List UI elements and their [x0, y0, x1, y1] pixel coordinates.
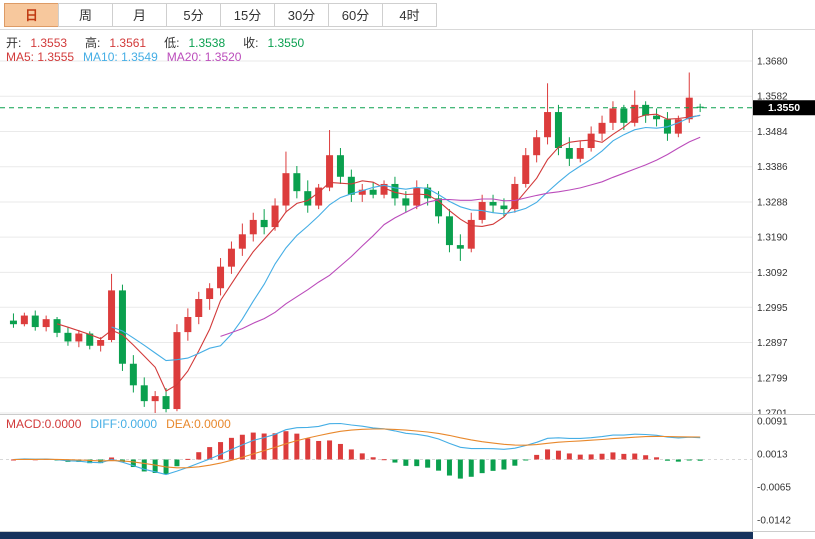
dea-line — [13, 428, 701, 469]
tab-5min[interactable]: 5分 — [166, 2, 221, 27]
tab-day[interactable]: 日 — [4, 2, 59, 27]
ohlc-item: 开: 1.3553 — [6, 36, 68, 50]
ohlc-item: 高: 1.3561 — [85, 36, 147, 50]
tab-60min[interactable]: 60分 — [328, 2, 383, 27]
ohlc-legend: 开: 1.3553 高: 1.3561 低: 1.3538 收: 1.3550 — [6, 34, 322, 51]
last-price-tag — [753, 100, 815, 116]
ma-item: MA10: 1.3549 — [83, 50, 158, 64]
macd-axis-label: -0.0142 — [757, 516, 791, 527]
ma-item: MA5: 1.3555 — [6, 50, 75, 64]
timeframe-toolbar: 日周月 5分 15分 30分 60分 4时 — [0, 0, 815, 30]
tab-15min[interactable]: 15分 — [220, 2, 275, 27]
ma5-line — [56, 113, 701, 392]
diff-line — [13, 422, 701, 476]
price-axis-label: 1.2897 — [757, 338, 788, 349]
macd-histogram — [10, 431, 703, 479]
price-axis-label: 1.3582 — [757, 92, 788, 103]
macd-item: MACD:0.0000 — [6, 417, 82, 431]
ma-legend: MA5: 1.3555 MA10: 1.3549 MA20: 1.3520 — [6, 50, 250, 64]
price-axis-label: 1.2995 — [757, 303, 788, 314]
price-axis-label: 1.3680 — [757, 57, 788, 68]
macd-chart[interactable]: 0.0091 0.0013 -0.0065 -0.0142 — [0, 414, 815, 532]
tab-month[interactable]: 月 — [112, 2, 167, 27]
price-axis-label: 1.3484 — [757, 127, 788, 138]
macd-item: DIFF:0.0000 — [90, 417, 158, 431]
last-price-tag-label: 1.3550 — [768, 102, 800, 114]
ohlc-item: 收: 1.3550 — [243, 36, 305, 50]
candles — [9, 72, 704, 413]
ma-item: MA20: 1.3520 — [166, 50, 242, 64]
ma10-line — [111, 114, 701, 362]
macd-axis-label: 0.0013 — [757, 450, 788, 461]
price-axis-label: 1.3386 — [757, 162, 788, 173]
macd-axis-label: 0.0091 — [757, 417, 788, 428]
price-gridlines: 1.3680 1.3582 1.3484 1.3386 1.3288 1.3190 1.30… — [0, 57, 788, 415]
price-axis-label: 1.2701 — [757, 409, 788, 415]
price-axis-label: 1.2799 — [757, 373, 788, 384]
price-axis-label: 1.3288 — [757, 197, 788, 208]
ohlc-item: 低: 1.3538 — [164, 36, 226, 50]
candlestick-chart[interactable]: 1.3680 1.3582 1.3484 1.3386 1.3288 1.3190 1.30… — [0, 30, 815, 414]
price-axis-label: 1.3092 — [757, 268, 788, 279]
tab-week[interactable]: 周 — [58, 2, 113, 27]
ma20-line — [220, 136, 701, 337]
scrollbar[interactable] — [0, 532, 753, 539]
macd-legend: MACD:0.0000 DIFF:0.0000 DEA:0.0000 — [6, 417, 240, 431]
macd-item: DEA:0.0000 — [166, 417, 231, 431]
tab-30min[interactable]: 30分 — [274, 2, 329, 27]
tab-4hour[interactable]: 4时 — [382, 2, 437, 27]
price-axis-label: 1.3190 — [757, 233, 788, 244]
macd-axis-label: -0.0065 — [757, 483, 791, 494]
